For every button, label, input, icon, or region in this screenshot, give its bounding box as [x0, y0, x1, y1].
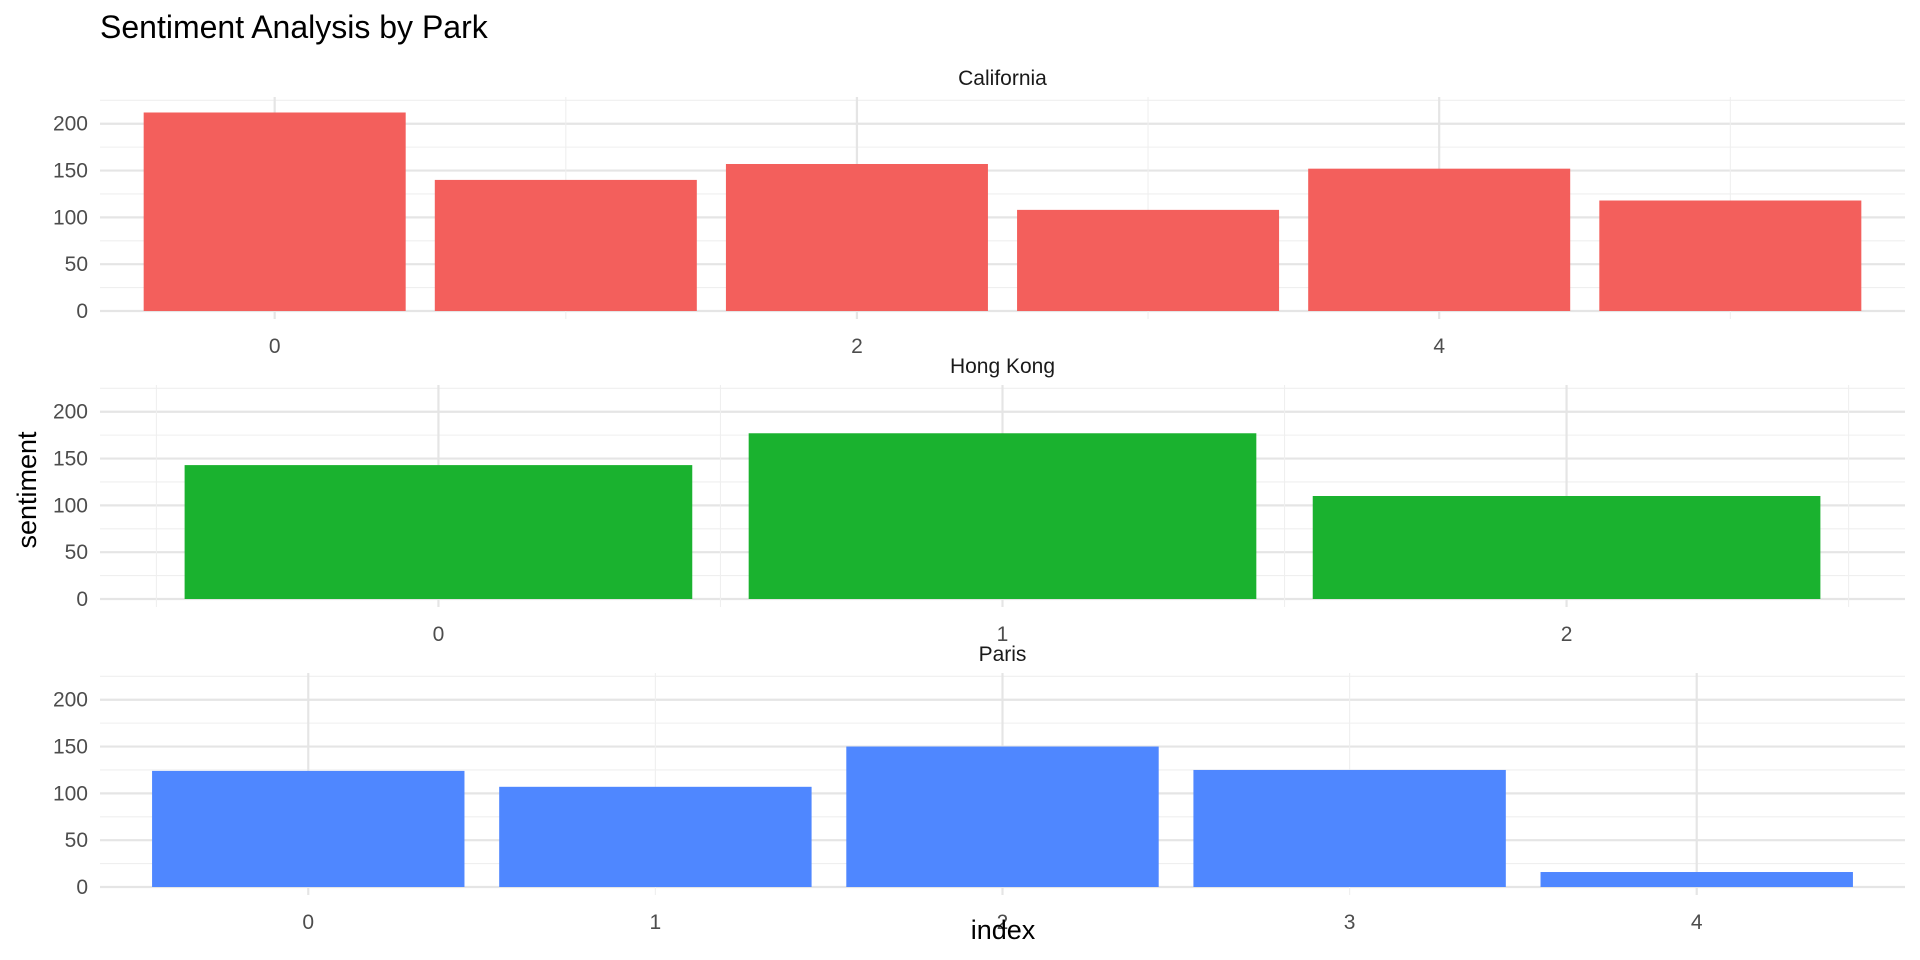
y-tick-label: 100	[53, 206, 88, 229]
x-tick-label: 1	[650, 911, 662, 934]
x-tick-label: 1	[997, 623, 1009, 646]
x-tick-label: 4	[1691, 911, 1703, 934]
x-tick-label: 0	[433, 623, 445, 646]
x-tick-label: 3	[1344, 911, 1356, 934]
bar-hong-kong-1	[748, 433, 1257, 599]
bar-paris-2	[846, 746, 1159, 887]
bar-california-4	[1308, 168, 1571, 311]
facet-strip-label: Paris	[979, 643, 1027, 666]
x-tick-label: 2	[997, 911, 1009, 934]
bar-paris-0	[152, 770, 465, 887]
x-tick-label: 0	[269, 335, 281, 358]
facet-panel-california: 0 50 100 150 200 0 2 4 California	[53, 67, 1905, 358]
facet-strip-label: Hong Kong	[950, 355, 1055, 378]
y-tick-label: 50	[65, 829, 88, 852]
x-tick-label: 0	[302, 911, 314, 934]
bar-california-2	[725, 163, 988, 311]
facet-panel-hong-kong: 0 50 100 150 200 0 1 2 Hong Kong	[53, 355, 1905, 646]
y-tick-label: 200	[53, 689, 88, 712]
bar-paris-3	[1193, 769, 1506, 887]
bar-hong-kong-2	[1312, 496, 1821, 599]
facet-strip-label: California	[958, 67, 1047, 90]
bar-paris-4	[1540, 872, 1853, 887]
y-tick-label: 0	[76, 300, 88, 323]
bar-california-3	[1017, 209, 1280, 311]
y-tick-label: 50	[65, 541, 88, 564]
y-tick-label: 50	[65, 253, 88, 276]
x-tick-label: 4	[1433, 335, 1445, 358]
bar-california-5	[1599, 200, 1862, 311]
x-tick-label: 2	[851, 335, 863, 358]
x-axis-title: index	[971, 915, 1036, 945]
bar-california-1	[434, 179, 697, 311]
y-tick-label: 150	[53, 448, 88, 471]
y-tick-label: 200	[53, 113, 88, 136]
bar-paris-1	[499, 786, 812, 887]
y-tick-label: 100	[53, 494, 88, 517]
bar-california-0	[143, 112, 406, 311]
y-tick-label: 0	[76, 588, 88, 611]
y-tick-label: 150	[53, 160, 88, 183]
chart-title: Sentiment Analysis by Park	[100, 9, 489, 45]
facet-panel-paris: 0 50 100 150 200 0 1 2 3 4 Paris	[53, 643, 1905, 934]
y-axis-title: sentiment	[12, 431, 42, 549]
y-tick-label: 100	[53, 782, 88, 805]
bar-hong-kong-0	[184, 465, 693, 599]
x-tick-label: 2	[1561, 623, 1573, 646]
y-tick-label: 0	[76, 876, 88, 899]
y-tick-label: 200	[53, 401, 88, 424]
y-tick-label: 150	[53, 736, 88, 759]
